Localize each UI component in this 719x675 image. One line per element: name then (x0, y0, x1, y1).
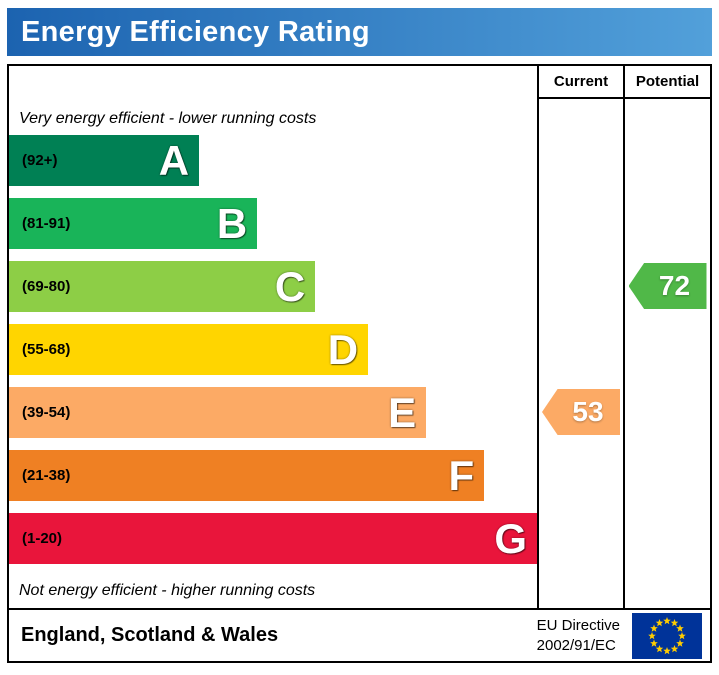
epc-chart-grid: Current Potential Very energy efficient … (9, 66, 710, 608)
potential-rating-column: 72 (623, 99, 710, 608)
band-range-label: (92+) (22, 152, 58, 169)
current-rating-column: 53 (537, 99, 623, 608)
band-row-d: (55-68) D (9, 324, 537, 375)
band-letter: G (494, 514, 527, 562)
footer: England, Scotland & Wales EU Directive 2… (9, 608, 710, 661)
eu-directive-line1: EU Directive (536, 617, 620, 634)
band-bar: (81-91) B (9, 198, 258, 249)
top-efficiency-note: Very energy efficient - lower running co… (19, 110, 317, 127)
column-header-spacer (9, 66, 537, 99)
page-title: Energy Efficiency Rating (7, 8, 712, 56)
band-scale-area: Very energy efficient - lower running co… (9, 99, 537, 608)
current-rating-value: 53 (572, 396, 604, 427)
band-bar: (55-68) D (9, 324, 369, 375)
band-letter: D (327, 325, 359, 373)
potential-rating-arrow: 72 (628, 263, 707, 309)
band-letter: F (448, 451, 475, 499)
band-row-b: (81-91) B (9, 198, 537, 249)
band-bar: (1-20) G (9, 513, 537, 564)
potential-column-header: Potential (623, 66, 710, 99)
band-bar: (69-80) C (9, 261, 316, 312)
band-letter: C (274, 262, 306, 310)
band-bar: (21-38) F (9, 450, 485, 501)
band-row-c: (69-80) C (9, 261, 537, 312)
band-bar: (92+) A (9, 135, 200, 186)
band-bar: (39-54) E (9, 387, 427, 438)
eu-directive-label: EU Directive 2002/91/EC (537, 616, 620, 655)
eu-flag-icon (632, 612, 702, 659)
band-range-label: (21-38) (22, 467, 71, 484)
current-column-header: Current (537, 66, 623, 99)
band-letter: B (216, 199, 248, 247)
band-row-e: (39-54) E (9, 387, 537, 438)
band-row-g: (1-20) G (9, 513, 537, 564)
current-rating-arrow: 53 (542, 389, 620, 435)
eu-directive-line2: 2002/91/EC (536, 636, 616, 654)
band-range-label: (81-91) (22, 215, 71, 232)
band-range-label: (55-68) (22, 341, 71, 358)
band-letter: E (388, 388, 417, 436)
band-row-a: (92+) A (9, 135, 537, 186)
bottom-efficiency-note: Not energy efficient - higher running co… (19, 582, 316, 599)
band-range-label: (1-20) (22, 530, 63, 547)
epc-chart-box: Current Potential Very energy efficient … (7, 64, 712, 663)
region-label: England, Scotland & Wales (21, 624, 279, 646)
band-range-label: (39-54) (22, 404, 71, 421)
band-row-f: (21-38) F (9, 450, 537, 501)
band-letter: A (158, 136, 190, 184)
band-range-label: (69-80) (22, 278, 71, 295)
potential-rating-value: 72 (658, 270, 691, 301)
